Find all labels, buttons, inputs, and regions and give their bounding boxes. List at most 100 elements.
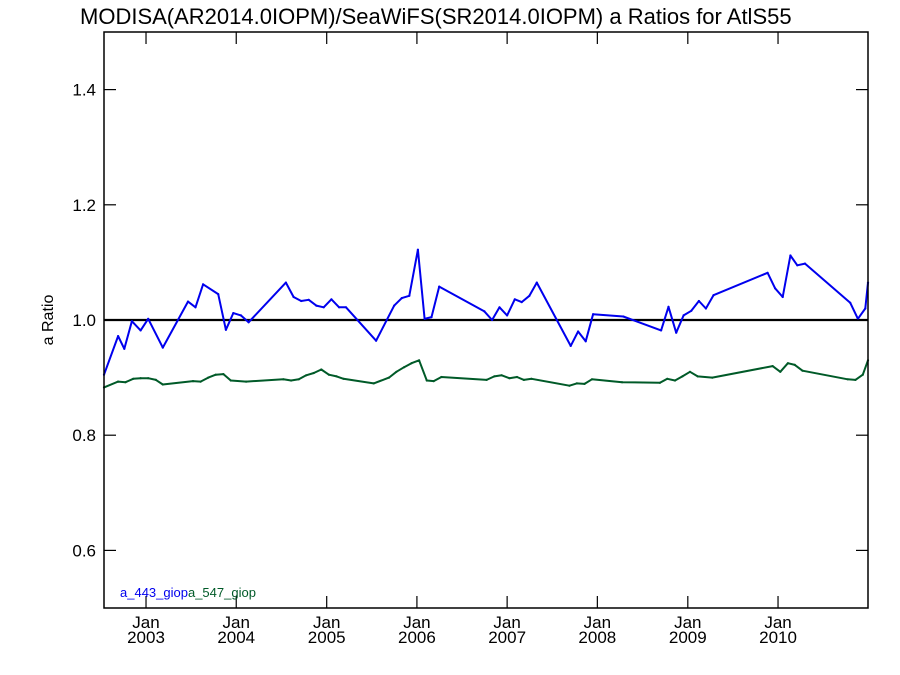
x-tick-year-label: 2005 — [308, 628, 346, 647]
data-point — [506, 314, 509, 317]
data-point — [194, 306, 197, 309]
data-point — [801, 369, 804, 372]
data-point — [335, 375, 338, 378]
data-point — [508, 377, 511, 380]
data-point — [861, 373, 864, 376]
data-point — [139, 377, 142, 380]
data-point — [849, 301, 852, 304]
data-point — [666, 377, 669, 380]
x-tick-month-label: Jan — [493, 613, 520, 632]
data-point — [375, 339, 378, 342]
plot-area — [102, 248, 870, 389]
data-point — [199, 380, 202, 383]
data-point — [130, 320, 133, 323]
y-axis-label: a Ratio — [40, 295, 57, 346]
y-tick-label: 0.8 — [72, 426, 96, 445]
data-point — [327, 373, 330, 376]
data-point — [147, 317, 150, 320]
data-point — [681, 375, 684, 378]
data-point — [410, 362, 413, 365]
data-point — [161, 383, 164, 386]
data-point — [229, 379, 232, 382]
x-tick-month-label: Jan — [313, 613, 340, 632]
data-point — [535, 281, 538, 284]
data-point — [697, 299, 701, 303]
data-point — [712, 294, 715, 297]
data-point — [485, 378, 488, 381]
axes: 0.60.81.01.21.4Jan2003Jan2004Jan2005Jan2… — [72, 32, 868, 647]
data-point — [284, 281, 287, 284]
data-point — [344, 306, 348, 309]
data-point — [846, 378, 849, 381]
data-point — [297, 378, 300, 381]
data-point — [403, 366, 406, 369]
x-tick-month-label: Jan — [674, 613, 701, 632]
data-point — [416, 248, 419, 251]
x-tick-year-label: 2008 — [578, 628, 616, 647]
data-point — [789, 254, 792, 257]
data-point — [577, 330, 580, 333]
data-point — [622, 315, 625, 318]
data-point — [568, 384, 571, 387]
x-tick-year-label: 2010 — [759, 628, 797, 647]
data-point — [217, 293, 220, 296]
data-point — [139, 329, 142, 332]
data-point — [290, 379, 293, 382]
data-point — [430, 316, 433, 319]
data-point — [696, 375, 699, 378]
x-tick-year-label: 2009 — [669, 628, 707, 647]
data-point — [569, 344, 572, 347]
data-point — [520, 301, 523, 304]
data-point — [675, 331, 678, 334]
x-tick-year-label: 2007 — [488, 628, 526, 647]
data-point — [658, 381, 662, 384]
y-tick-label: 0.6 — [72, 541, 96, 560]
data-point — [667, 305, 670, 308]
data-point — [864, 307, 867, 310]
data-point — [232, 312, 235, 315]
data-point — [342, 377, 345, 380]
data-point — [500, 374, 503, 377]
data-point — [330, 298, 333, 301]
legend-entry-a_547_giop: a_547_giop — [188, 585, 256, 600]
data-point — [245, 380, 248, 383]
data-point — [395, 370, 398, 373]
x-tick-month-label: Jan — [584, 613, 611, 632]
data-point — [779, 370, 782, 373]
data-point — [400, 297, 403, 300]
data-point — [793, 363, 796, 366]
legend: a_443_giop a_547_giop — [120, 585, 256, 600]
data-point — [786, 362, 790, 365]
data-point — [673, 379, 677, 382]
data-point — [224, 328, 227, 331]
data-point — [856, 317, 860, 320]
data-point — [393, 304, 396, 307]
data-point — [247, 321, 250, 324]
data-point — [123, 347, 126, 350]
data-point — [387, 376, 391, 379]
data-point — [425, 379, 428, 382]
data-point — [312, 371, 315, 375]
data-point — [132, 377, 135, 380]
x-tick-year-label: 2003 — [127, 628, 165, 647]
data-point — [307, 298, 310, 301]
data-point — [207, 376, 210, 379]
data-point — [117, 335, 120, 338]
data-point — [803, 262, 807, 265]
data-point — [214, 373, 217, 376]
data-point — [438, 285, 441, 288]
data-point — [154, 378, 157, 381]
data-point — [338, 306, 341, 309]
y-tick-label: 1.2 — [72, 196, 96, 215]
data-point — [282, 378, 285, 381]
series-line-a_547_giop — [103, 359, 869, 389]
data-point — [621, 381, 624, 384]
data-point — [300, 299, 303, 303]
data-point — [418, 359, 421, 362]
data-point — [124, 381, 127, 384]
data-point — [688, 370, 692, 373]
x-tick-month-label: Jan — [223, 613, 250, 632]
data-point — [305, 374, 308, 377]
data-point — [584, 340, 587, 343]
